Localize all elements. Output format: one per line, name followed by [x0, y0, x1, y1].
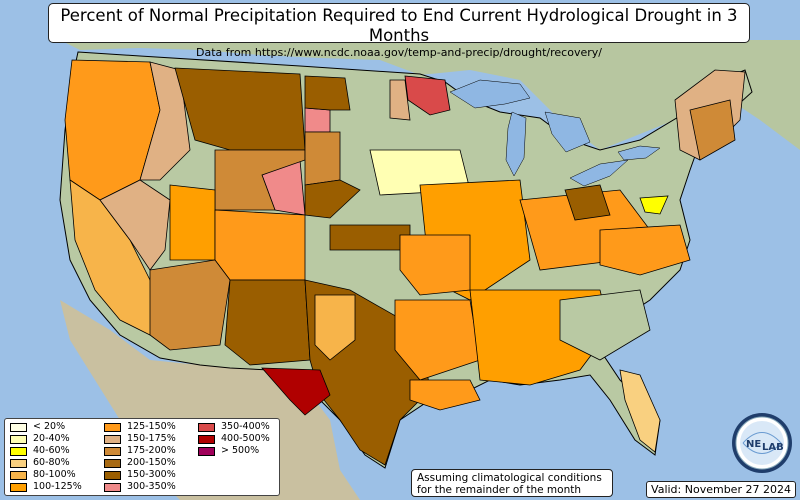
region-kansas	[329, 224, 411, 251]
region-ohio	[564, 184, 611, 221]
svg-text:NE: NE	[746, 439, 761, 450]
valid-date: Valid: November 27 2024	[646, 481, 796, 498]
region-virginia	[599, 224, 691, 276]
legend-swatch	[10, 482, 27, 492]
legend-item: 100-125%	[10, 481, 104, 493]
lake-ontario	[617, 145, 661, 161]
legend-label: 175-200%	[127, 445, 176, 456]
canada-land	[0, 40, 800, 150]
map-subtitle: Data from https://www.ncdc.noaa.gov/temp…	[196, 46, 602, 59]
region-nd-pink	[304, 107, 331, 133]
legend-swatch	[10, 458, 27, 468]
legend-label: 20-40%	[33, 433, 70, 444]
legend-label: 200-150%	[127, 457, 176, 468]
region-texas-red	[261, 367, 331, 416]
region-nevada	[99, 179, 171, 271]
legend-item: > 500%	[198, 445, 284, 457]
legend-item: 200-150%	[104, 457, 198, 469]
region-new-england	[689, 99, 736, 161]
legend-item: 150-175%	[104, 433, 198, 445]
drought-regions	[64, 59, 746, 466]
legend-label: 80-100%	[33, 469, 76, 480]
legend-swatch	[10, 434, 27, 444]
legend-swatch	[10, 446, 27, 456]
legend-swatch	[104, 434, 121, 444]
legend-label: > 500%	[221, 445, 260, 456]
legend-label: 400-500%	[221, 433, 270, 444]
map-title: Percent of Normal Precipitation Required…	[60, 6, 738, 45]
legend-label: < 20%	[33, 421, 66, 432]
legend-item: 350-400%	[198, 421, 284, 433]
lake-erie	[569, 159, 629, 187]
legend-item: 60-80%	[10, 457, 104, 469]
region-dakotas	[304, 75, 351, 111]
lake-michigan	[505, 111, 527, 177]
legend-label: 40-60%	[33, 445, 70, 456]
legend-swatch	[198, 446, 215, 456]
legend-item: 80-100%	[10, 469, 104, 481]
legend-label: 100-125%	[33, 481, 82, 492]
legend-item: 125-150%	[104, 421, 198, 433]
legend-item: 300-350%	[104, 481, 198, 493]
region-minnesota	[404, 75, 451, 116]
legend-item: 20-40%	[10, 433, 104, 445]
legend-swatch	[10, 422, 27, 432]
legend-swatch	[104, 422, 121, 432]
title-box: Percent of Normal Precipitation Required…	[48, 3, 750, 59]
region-montana	[174, 67, 306, 151]
legend-label: 300-350%	[127, 481, 176, 492]
legend-swatch	[10, 470, 27, 480]
region-colorado	[214, 209, 306, 281]
legend-swatch	[104, 482, 121, 492]
region-upper-midwest	[389, 79, 411, 121]
assumption-note: Assuming climatological conditions for t…	[411, 469, 613, 497]
region-arizona	[149, 259, 231, 351]
legend-swatch	[104, 446, 121, 456]
region-georgia-carolina	[559, 289, 651, 361]
region-florida	[619, 369, 661, 453]
legend-swatch	[198, 422, 215, 432]
legend-item: 40-60%	[10, 445, 104, 457]
legend-label: 60-80%	[33, 457, 70, 468]
legend-item: 400-500%	[198, 433, 284, 445]
legend-swatch	[198, 434, 215, 444]
legend-label: 150-175%	[127, 433, 176, 444]
lake-superior	[449, 79, 531, 109]
note-line-2: for the remainder of the month	[417, 484, 582, 496]
note-line-1: Assuming climatological conditions	[417, 472, 602, 484]
region-oklahoma	[314, 294, 356, 361]
region-maryland	[639, 195, 669, 215]
legend-label: 150-300%	[127, 469, 176, 480]
lake-huron	[544, 111, 591, 153]
region-utah	[169, 184, 216, 261]
region-new-mexico	[224, 279, 311, 366]
region-sd	[304, 131, 341, 186]
legend-swatch	[104, 470, 121, 480]
legend-label: 125-150%	[127, 421, 176, 432]
region-missouri	[399, 234, 471, 296]
legend: < 20% 20-40% 40-60% 60-80% 80-100% 100-125% 12…	[4, 418, 280, 496]
region-arkansas	[394, 299, 481, 381]
legend-item: 175-200%	[104, 445, 198, 457]
legend-item: 150-300%	[104, 469, 198, 481]
nelab-logo: NE LAB	[732, 413, 792, 473]
region-louisiana	[409, 379, 481, 411]
legend-label: 350-400%	[221, 421, 270, 432]
region-nebraska	[304, 179, 361, 219]
legend-swatch	[104, 458, 121, 468]
legend-item: < 20%	[10, 421, 104, 433]
svg-text:LAB: LAB	[762, 442, 784, 453]
